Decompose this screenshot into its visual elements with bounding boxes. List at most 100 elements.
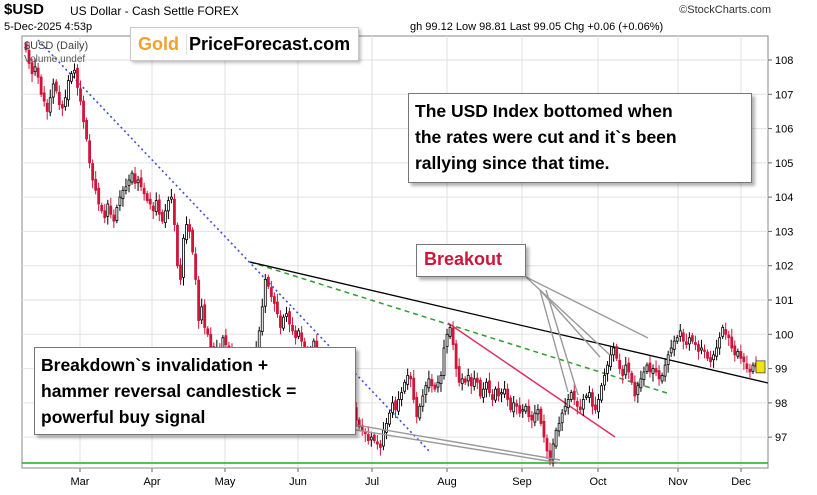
- candle-body: [427, 378, 431, 389]
- candle-body: [124, 186, 128, 191]
- candle-body: [581, 399, 585, 410]
- breakout-line: [447, 322, 616, 438]
- candle-body: [70, 73, 73, 82]
- candle-body: [42, 92, 46, 102]
- candle-body: [621, 368, 625, 376]
- candle-body: [475, 377, 479, 383]
- candle-body: [385, 423, 388, 433]
- candle-body: [139, 177, 143, 188]
- candle-body: [394, 400, 397, 411]
- candle-body: [276, 301, 279, 315]
- candle-body: [675, 337, 679, 342]
- candle-body: [60, 104, 64, 109]
- candle-body: [721, 327, 725, 337]
- candle-body: [633, 381, 637, 397]
- stockcharts-watermark: ©StockCharts.com: [679, 4, 771, 16]
- x-tick-label: Dec: [731, 476, 751, 488]
- candle-body: [497, 388, 500, 397]
- candle-body: [285, 313, 288, 317]
- candle-body: [424, 385, 428, 396]
- candle-body: [415, 396, 419, 417]
- candle-body: [282, 316, 285, 329]
- candle-body: [730, 336, 734, 349]
- candle-body: [509, 397, 513, 411]
- trendlines: [22, 39, 769, 464]
- candle-body: [648, 362, 652, 373]
- candle-body: [548, 450, 552, 462]
- callout-pointer: [539, 289, 569, 393]
- ohlc-readout: gh 99.12 Low 98.81 Last 99.05 Chg +0.06 …: [410, 21, 664, 33]
- candle-body: [442, 347, 446, 376]
- candle-body: [681, 332, 685, 342]
- x-tick-label: May: [215, 476, 236, 488]
- symbol-name: US Dollar - Cash Settle FOREX: [70, 4, 239, 18]
- candle-body: [460, 378, 464, 385]
- candle-body: [500, 392, 503, 395]
- logo-gold-text: Gold: [138, 33, 179, 54]
- candle-body: [724, 329, 728, 335]
- candle-body: [609, 354, 613, 367]
- candle-body: [363, 431, 367, 435]
- candle-body: [194, 253, 198, 280]
- candle-body: [618, 359, 622, 369]
- candle-body: [515, 403, 519, 407]
- candle-body: [433, 384, 437, 390]
- candle-body: [457, 366, 461, 383]
- candle-body: [642, 371, 646, 380]
- callout-pointer: [525, 276, 649, 339]
- candle-body: [166, 200, 170, 212]
- candle-body: [136, 179, 140, 184]
- candle-body: [406, 375, 410, 385]
- candle-body: [436, 381, 440, 388]
- candle-body: [179, 264, 182, 280]
- candle-body: [145, 193, 149, 201]
- candle-body: [594, 404, 597, 411]
- candle-body: [666, 354, 670, 365]
- candle-body: [678, 330, 682, 337]
- candle-body: [263, 279, 267, 307]
- callout-pointer: [539, 289, 601, 358]
- candle-body: [481, 388, 485, 398]
- candle-body: [85, 119, 88, 140]
- candle-body: [584, 395, 588, 398]
- candle-body: [372, 434, 376, 441]
- y-tick-label: 102: [775, 261, 793, 273]
- candle-body: [572, 390, 576, 400]
- rates-callout-line: rallying since that time.: [415, 153, 610, 173]
- y-tick-label: 107: [775, 89, 793, 101]
- candle-body: [690, 335, 694, 342]
- candle-body: [657, 370, 661, 380]
- candle-body: [266, 276, 270, 287]
- candle-body: [739, 351, 743, 359]
- y-tick-label: 100: [775, 329, 793, 341]
- rates-callout-line: The USD Index bottomed when: [415, 101, 673, 121]
- candle-body: [439, 375, 443, 385]
- candle-body: [612, 347, 616, 356]
- candle-body: [382, 429, 385, 447]
- candle-body: [512, 402, 516, 413]
- candle-body: [600, 385, 603, 401]
- goldpriceforecast-logo: Gold PriceForecast.com: [130, 27, 360, 61]
- candle-body: [469, 377, 473, 387]
- candle-body: [30, 62, 34, 75]
- candle-body: [39, 76, 43, 95]
- candle-body: [697, 344, 700, 352]
- candle-body: [687, 337, 691, 345]
- candle-body: [369, 436, 373, 441]
- y-tick-label: 101: [775, 295, 793, 307]
- candle-body: [291, 324, 294, 332]
- candle-body: [142, 187, 146, 195]
- candle-body: [375, 441, 379, 445]
- breakdown-callout-line: hammer reversal candlestick =: [41, 381, 297, 401]
- candle-body: [48, 97, 52, 113]
- candle-body: [112, 214, 116, 222]
- candle-body: [748, 368, 752, 373]
- candle-body: [539, 408, 543, 424]
- candle-body: [700, 347, 703, 351]
- candle-body: [566, 399, 570, 409]
- candle-body: [651, 368, 655, 374]
- candle-body: [466, 375, 470, 382]
- candle-body: [157, 199, 161, 215]
- candle-body: [91, 163, 95, 181]
- candle-body: [260, 306, 264, 332]
